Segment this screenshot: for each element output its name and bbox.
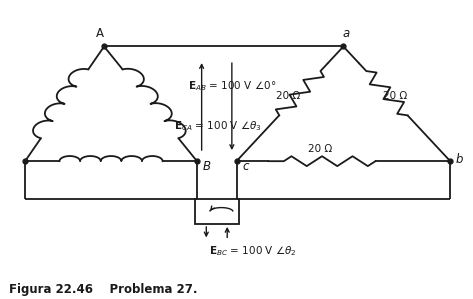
Text: c: c	[242, 160, 249, 173]
Bar	[195, 199, 239, 224]
Text: 20 Ω: 20 Ω	[383, 91, 407, 101]
Text: Figura 22.46    Problema 27.: Figura 22.46 Problema 27.	[9, 283, 197, 296]
Text: A: A	[96, 27, 104, 40]
Text: $\mathbf{E}_{BC}$ = 100 V $\angle\theta_2$: $\mathbf{E}_{BC}$ = 100 V $\angle\theta_…	[209, 245, 297, 258]
Text: 20 Ω: 20 Ω	[308, 144, 332, 154]
Text: a: a	[342, 27, 350, 40]
Text: B: B	[202, 160, 210, 173]
Text: 20 Ω: 20 Ω	[276, 91, 300, 101]
Text: $\mathbf{E}_{CA}$ = 100 V $\angle\theta_3$: $\mathbf{E}_{CA}$ = 100 V $\angle\theta_…	[174, 119, 262, 132]
Text: $\mathbf{E}_{AB}$ = 100 V $\angle$0°: $\mathbf{E}_{AB}$ = 100 V $\angle$0°	[188, 79, 276, 93]
Text: b: b	[456, 153, 464, 166]
